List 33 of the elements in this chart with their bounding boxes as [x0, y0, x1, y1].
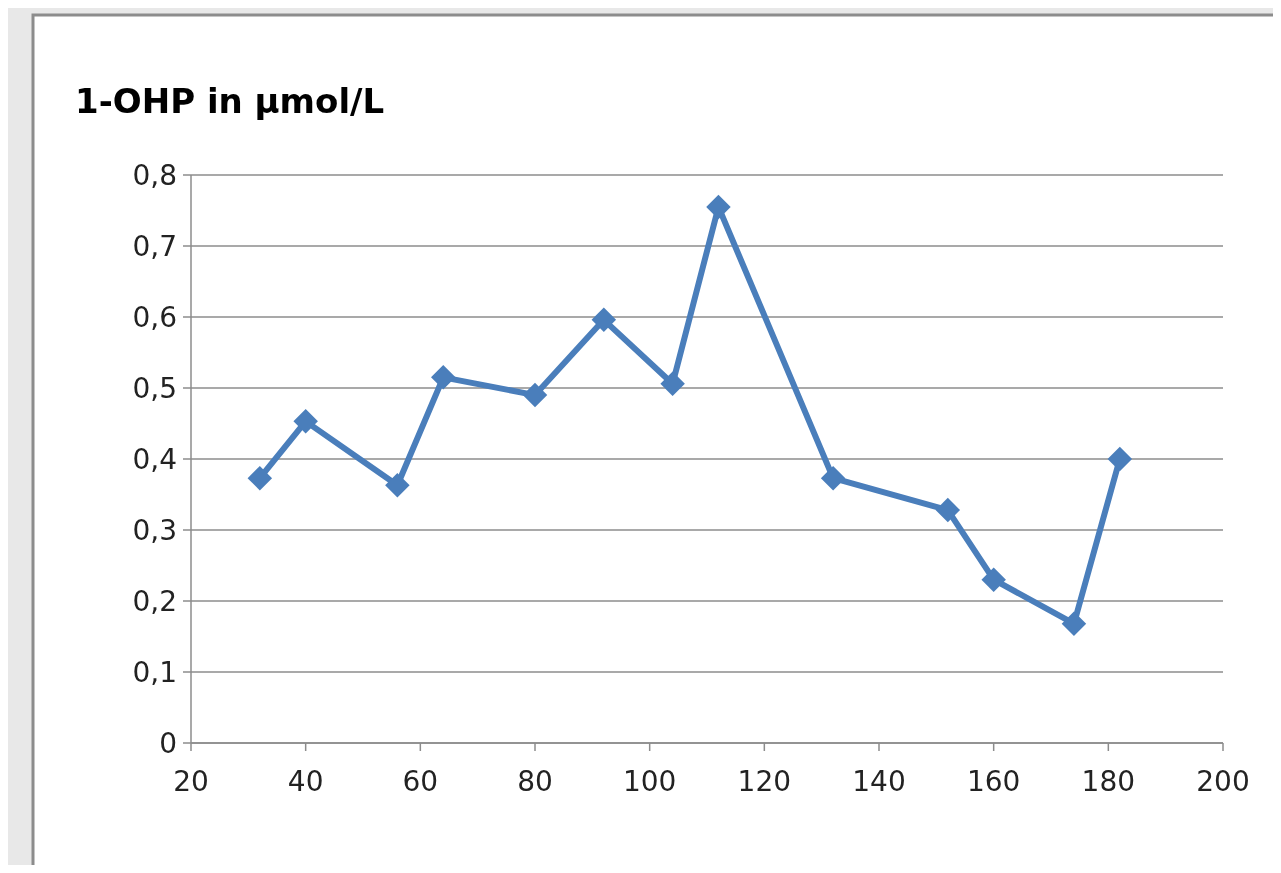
y-tick-label: 0,4	[132, 442, 177, 476]
y-tick-label: 0,2	[132, 584, 177, 618]
point	[522, 382, 548, 408]
y-tick-label: 0,3	[132, 513, 177, 547]
y-tick-label: 0,1	[132, 655, 177, 689]
point	[385, 473, 410, 498]
y-tick-label: 0,7	[132, 229, 177, 263]
point	[706, 194, 731, 220]
point	[1061, 611, 1087, 636]
x-tick-label: 20	[173, 765, 209, 798]
x-tick-label: 100	[622, 765, 677, 798]
chart-title: 1-OHP in µmol/L	[75, 81, 385, 121]
point	[591, 307, 617, 333]
x-tick-label: 40	[287, 765, 324, 798]
point	[820, 465, 846, 491]
x-tick-label: 120	[737, 765, 792, 798]
point	[660, 371, 685, 396]
y-tick-label: 0,8	[132, 158, 177, 192]
point	[247, 465, 273, 491]
x-tick-label: 160	[966, 765, 1021, 798]
point	[981, 567, 1006, 592]
x-tick-label: 80	[517, 765, 553, 798]
point	[1107, 446, 1133, 472]
x-tick-label: 140	[852, 765, 906, 798]
point	[935, 497, 961, 523]
point	[431, 365, 456, 390]
x-tick-label: 60	[402, 765, 439, 798]
point	[293, 409, 318, 434]
y-tick-label: 0,5	[132, 371, 177, 405]
x-tick-label: 180	[1081, 765, 1136, 798]
y-tick-label: 0,6	[132, 300, 177, 334]
y-tick-label: 0	[159, 726, 177, 760]
x-tick-label: 200	[1196, 765, 1250, 798]
